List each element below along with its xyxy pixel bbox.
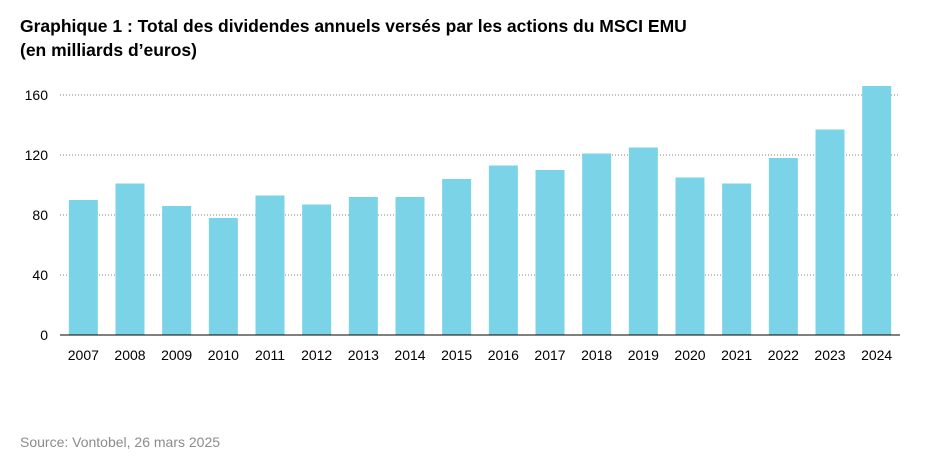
bar-2019	[628, 147, 658, 335]
bar-2020	[675, 177, 705, 335]
x-tick-label-2016: 2016	[488, 347, 519, 363]
y-tick-label-80: 80	[32, 207, 48, 223]
x-tick-label-2017: 2017	[534, 347, 565, 363]
bar-2024	[862, 86, 892, 335]
x-tick-label-2023: 2023	[814, 347, 845, 363]
bar-2011	[255, 195, 285, 335]
x-tick-label-2009: 2009	[161, 347, 192, 363]
x-tick-label-2024: 2024	[861, 347, 892, 363]
x-tick-label-2022: 2022	[768, 347, 799, 363]
x-tick-label-2007: 2007	[68, 347, 99, 363]
source-note: Source: Vontobel, 26 mars 2025	[20, 434, 221, 450]
x-tick-label-2018: 2018	[581, 347, 612, 363]
x-tick-label-2008: 2008	[114, 347, 145, 363]
x-tick-label-2010: 2010	[208, 347, 239, 363]
bar-2007	[68, 200, 98, 335]
x-tick-label-2020: 2020	[674, 347, 705, 363]
bar-2009	[162, 206, 192, 335]
bar-2021	[722, 183, 752, 335]
y-axis: 0 40 80 120 160	[25, 87, 49, 343]
bar-2016	[488, 165, 518, 335]
x-tick-label-2019: 2019	[628, 347, 659, 363]
bar-2022	[768, 158, 798, 335]
x-tick-label-2011: 2011	[255, 347, 285, 363]
bar-2017	[535, 170, 565, 335]
y-tick-label-120: 120	[25, 147, 49, 163]
bar-2015	[442, 179, 472, 335]
bar-2010	[208, 218, 238, 335]
x-tick-label-2021: 2021	[721, 347, 752, 363]
bar-2018	[582, 153, 612, 335]
y-tick-label-40: 40	[32, 267, 48, 283]
gridlines	[60, 94, 900, 276]
chart-title: Graphique 1 : Total des dividendes annue…	[20, 14, 687, 62]
bars	[68, 86, 892, 335]
x-tick-label-2012: 2012	[301, 347, 332, 363]
chart-title-line-2: (en milliards d’euros)	[20, 40, 197, 60]
bar-2023	[815, 129, 845, 335]
x-tick-label-2013: 2013	[348, 347, 379, 363]
x-axis: 2007 2008 2009 2010 2011 2012 2013 2014 2015 2016…	[60, 334, 900, 363]
bar-2014	[395, 197, 425, 335]
bar-2012	[302, 204, 332, 335]
x-tick-label-2015: 2015	[441, 347, 472, 363]
y-tick-label-0: 0	[40, 327, 48, 343]
chart-title-line-1: Graphique 1 : Total des dividendes annue…	[20, 16, 687, 36]
bar-2013	[348, 197, 378, 335]
y-tick-label-160: 160	[25, 87, 49, 103]
bar-2008	[115, 183, 145, 335]
x-tick-label-2014: 2014	[394, 347, 425, 363]
